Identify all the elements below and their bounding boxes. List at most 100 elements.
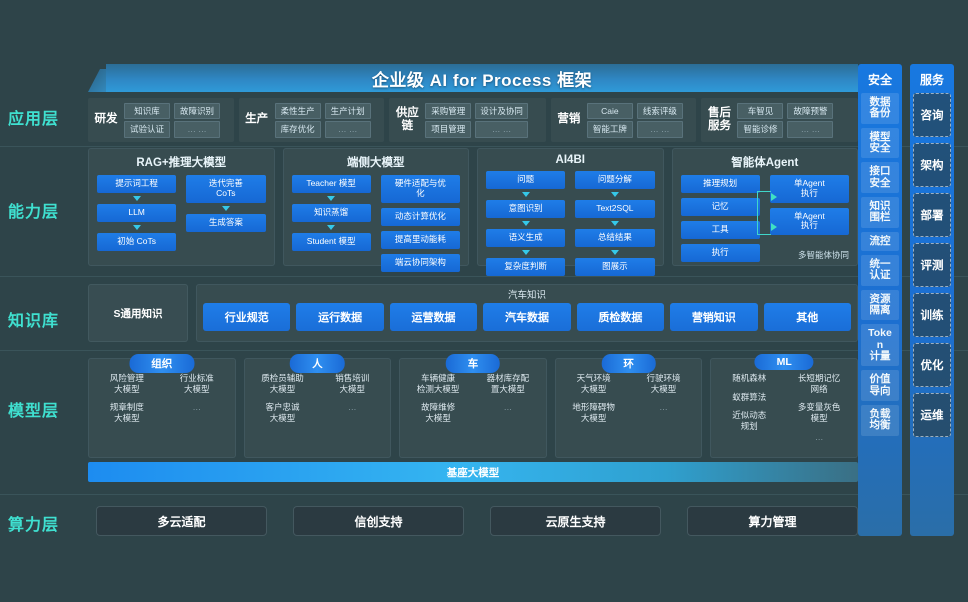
service-item[interactable]: 优化 [913, 343, 951, 387]
model-item[interactable]: 天气环境 大模型 [576, 373, 611, 394]
application-chip[interactable]: 故障预警 [787, 102, 834, 119]
model-item[interactable]: 行业标准 大模型 [179, 373, 214, 394]
knowledge-chip[interactable]: 质检数据 [576, 303, 665, 331]
application-chip[interactable]: … … [174, 121, 220, 138]
application-chip[interactable]: 库存优化 [274, 121, 321, 138]
application-chip[interactable]: 项目管理 [425, 121, 472, 138]
model-item[interactable]: … [348, 402, 357, 413]
application-chip[interactable]: 智能工牌 [586, 121, 633, 138]
capability-node[interactable]: 执行 [680, 244, 760, 262]
security-item[interactable]: 流控 [861, 231, 899, 251]
knowledge-chip[interactable]: 运营数据 [389, 303, 478, 331]
capability-node[interactable]: 推理规划 [680, 175, 760, 193]
application-chip[interactable]: 柔性生产 [274, 102, 321, 119]
security-item[interactable]: 价值 导向 [861, 370, 899, 401]
security-item[interactable]: 资源 隔离 [861, 289, 899, 321]
service-item[interactable]: 运维 [913, 393, 951, 437]
service-item[interactable]: 架构 [913, 143, 951, 187]
capability-node[interactable]: 总结结果 [575, 229, 655, 247]
capability-node[interactable]: 记忆 [680, 198, 760, 216]
security-item[interactable]: 知识 围栏 [861, 196, 899, 228]
general-knowledge-box[interactable]: S通用知识 [88, 284, 188, 342]
model-item[interactable]: 随机森林 [732, 373, 767, 383]
model-item[interactable]: 故障维修 大模型 [421, 402, 456, 423]
application-chip[interactable]: 生产计划 [324, 102, 371, 119]
model-item[interactable]: … [814, 431, 824, 442]
capability-node[interactable]: 提高里动能耗 [380, 230, 460, 249]
model-item[interactable]: 车辆健康 检测大模型 [416, 373, 460, 394]
security-item[interactable]: 数据 备份 [861, 93, 899, 124]
model-item[interactable]: 客户忠诚 大模型 [265, 402, 300, 423]
capability-node[interactable]: Teacher 模型 [291, 175, 371, 193]
security-item[interactable]: 负载 均衡 [861, 404, 899, 436]
application-chip[interactable]: Caie [586, 102, 633, 119]
model-item[interactable]: 地形障碍物 大模型 [572, 402, 615, 423]
capability-node[interactable]: LLM [97, 204, 177, 222]
application-chip[interactable]: … … [787, 121, 834, 138]
capability-node[interactable]: 单Agent 执行 [769, 175, 849, 203]
compute-box[interactable]: 信创支持 [293, 506, 464, 536]
application-chip[interactable]: 智能诊修 [737, 121, 784, 138]
model-item[interactable]: 风险管理 大模型 [109, 373, 144, 394]
base-model-bar[interactable]: 基座大模型 [88, 462, 858, 482]
model-card-pill[interactable]: 组织 [129, 354, 195, 373]
service-item[interactable]: 评测 [913, 243, 951, 287]
capability-node[interactable]: 初始 CoTs [97, 233, 177, 251]
application-chip[interactable]: … … [324, 121, 371, 138]
model-item[interactable]: … [503, 402, 513, 413]
service-item[interactable]: 咨询 [913, 93, 951, 137]
capability-node[interactable]: 问题分解 [575, 171, 655, 189]
security-item[interactable]: Toke n 计量 [861, 324, 899, 367]
model-card-pill[interactable]: 人 [290, 354, 345, 373]
knowledge-chip[interactable]: 运行数据 [296, 303, 384, 331]
capability-node[interactable]: Student 模型 [291, 233, 371, 251]
knowledge-chip[interactable]: 行业规范 [203, 303, 291, 331]
model-item[interactable]: 销售培训 大模型 [335, 373, 370, 394]
application-chip[interactable]: … … [636, 121, 683, 138]
capability-node[interactable]: 迭代完善 CoTs [186, 175, 266, 203]
capability-node[interactable]: Text2SQL [575, 200, 655, 218]
knowledge-chip[interactable]: 营销知识 [670, 303, 758, 331]
application-chip[interactable]: 试验认证 [124, 121, 170, 138]
compute-box[interactable]: 算力管理 [687, 506, 858, 536]
compute-box[interactable]: 云原生支持 [490, 506, 661, 536]
model-item[interactable]: 近似动态 规划 [732, 410, 767, 431]
model-item[interactable]: 行驶环境 大模型 [646, 373, 681, 394]
compute-box[interactable]: 多云适配 [96, 506, 267, 536]
capability-node[interactable]: 意图识别 [486, 200, 566, 218]
model-card-pill[interactable]: 车 [445, 354, 501, 373]
capability-node[interactable]: 硬件适配与优化 [380, 175, 460, 203]
model-item[interactable]: 器材库存配 置大模型 [486, 373, 530, 394]
security-item[interactable]: 统一 认证 [861, 254, 899, 286]
knowledge-chip[interactable]: 其他 [763, 303, 851, 331]
application-chip[interactable]: 设计及协同 [475, 102, 528, 119]
application-chip[interactable]: 线索评级 [636, 102, 683, 119]
application-chip[interactable]: 采购管理 [425, 102, 472, 119]
capability-node[interactable]: 端云协同架构 [380, 253, 460, 272]
model-card-pill[interactable]: 环 [601, 354, 656, 373]
knowledge-chip[interactable]: 汽车数据 [483, 303, 571, 331]
model-item[interactable]: … [659, 402, 668, 413]
application-chip[interactable]: … … [475, 121, 528, 138]
capability-node[interactable]: 工具 [680, 221, 760, 239]
model-item[interactable]: 长短期记忆 网络 [797, 373, 841, 394]
application-chip[interactable]: 车智见 [737, 102, 784, 119]
model-item[interactable]: 蚁群算法 [732, 391, 767, 402]
model-item[interactable]: … [192, 402, 201, 413]
capability-node[interactable]: 问题 [486, 171, 566, 189]
service-item[interactable]: 部署 [913, 193, 951, 237]
security-item[interactable]: 接口 安全 [861, 162, 899, 193]
capability-node[interactable]: 语义生成 [486, 229, 566, 247]
security-item[interactable]: 模型 安全 [861, 127, 899, 159]
capability-node[interactable]: 生成答案 [186, 213, 266, 232]
model-card-pill[interactable]: ML [754, 354, 814, 370]
model-item[interactable]: 质检员辅助 大模型 [261, 373, 304, 394]
application-chip[interactable]: 故障识别 [174, 102, 220, 119]
model-item[interactable]: 多变量灰色 模型 [797, 402, 841, 423]
capability-node[interactable]: 单Agent 执行 [769, 207, 849, 236]
capability-node[interactable]: 知识蒸馏 [291, 204, 371, 222]
service-item[interactable]: 训练 [913, 293, 951, 337]
capability-node[interactable]: 提示词工程 [97, 175, 177, 193]
model-item[interactable]: 规章制度 大模型 [109, 402, 144, 423]
capability-node[interactable]: 图展示 [575, 258, 655, 276]
